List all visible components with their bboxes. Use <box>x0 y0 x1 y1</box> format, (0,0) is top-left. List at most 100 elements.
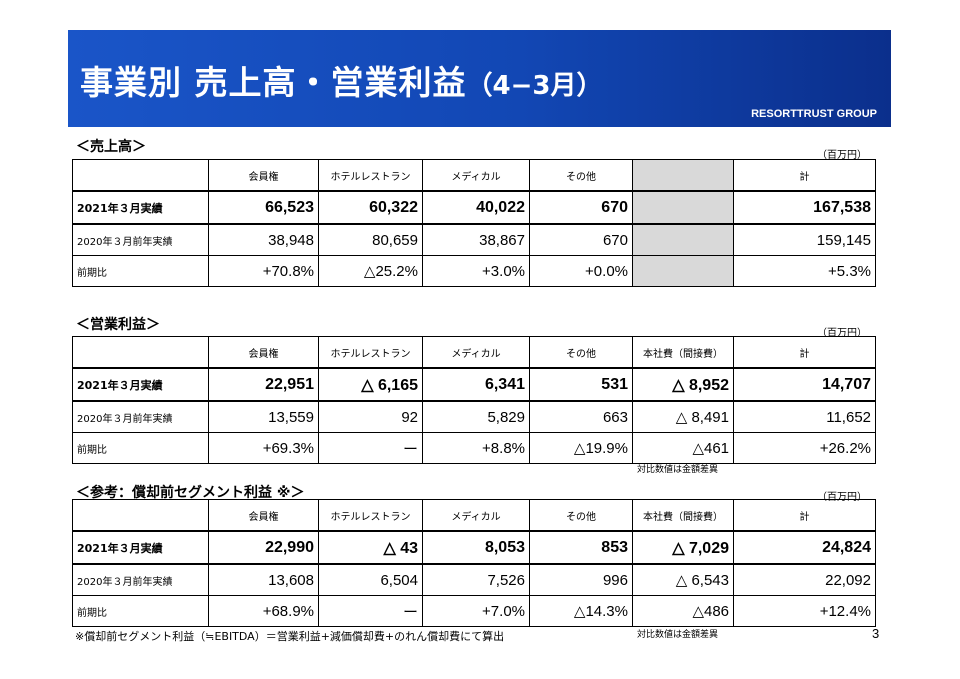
value-cell: +26.2% <box>733 432 876 464</box>
table-header-row: 会員権 ホテルレストラン メディカル その他 本社費（間接費） 計 <box>72 336 876 369</box>
table-row: 2020年３月前年実績 38,948 80,659 38,867 670 159… <box>72 223 876 256</box>
page-number: 3 <box>872 626 880 641</box>
table-header-row: 会員権 ホテルレストラン メディカル その他 本社費（間接費） 計 <box>72 499 876 532</box>
header-cell: その他 <box>529 499 633 532</box>
value-cell: 159,145 <box>733 223 876 256</box>
table-row: 前期比 +68.9% ー +7.0% △14.3% △486 +12.4% <box>72 595 876 627</box>
value-cell: 6,341 <box>422 367 530 402</box>
value-cell-blank <box>632 223 734 256</box>
value-cell: △19.9% <box>529 432 633 464</box>
row-label: 2021年３月実績 <box>72 530 209 565</box>
value-cell: 167,538 <box>733 190 876 225</box>
value-cell: 38,948 <box>208 223 319 256</box>
value-cell: 80,659 <box>318 223 423 256</box>
value-cell: +3.0% <box>422 255 530 287</box>
header-cell: 本社費（間接費） <box>632 499 734 532</box>
header-cell: メディカル <box>422 159 530 192</box>
unit-label-sales: （百万円） <box>817 150 867 161</box>
header-cell: 計 <box>733 499 876 532</box>
value-cell: 13,559 <box>208 400 319 433</box>
ebitda-table: 会員権 ホテルレストラン メディカル その他 本社費（間接費） 計 2021年３… <box>72 499 876 627</box>
value-cell: ー <box>318 595 423 627</box>
value-cell: 996 <box>529 563 633 596</box>
header-cell: 会員権 <box>208 499 319 532</box>
value-cell: +7.0% <box>422 595 530 627</box>
header-cell: その他 <box>529 159 633 192</box>
row-label: 2020年３月前年実績 <box>72 400 209 433</box>
header-cell: 計 <box>733 159 876 192</box>
header-cell <box>72 499 209 532</box>
page-title-period: （4−3月） <box>466 71 603 101</box>
page-title: 事業別 売上高・営業利益（4−3月） <box>80 56 602 104</box>
header-cell <box>72 336 209 369</box>
value-cell: 663 <box>529 400 633 433</box>
value-cell: 22,092 <box>733 563 876 596</box>
value-cell: △461 <box>632 432 734 464</box>
value-cell: 6,504 <box>318 563 423 596</box>
value-cell-blank <box>632 190 734 225</box>
value-cell: 11,652 <box>733 400 876 433</box>
value-cell: 8,053 <box>422 530 530 565</box>
header-cell: その他 <box>529 336 633 369</box>
value-cell: 38,867 <box>422 223 530 256</box>
header-cell: メディカル <box>422 336 530 369</box>
table-row: 2021年３月実績 22,990 △ 43 8,053 853 △ 7,029 … <box>72 530 876 565</box>
value-cell: △25.2% <box>318 255 423 287</box>
value-cell: 66,523 <box>208 190 319 225</box>
value-cell: +70.8% <box>208 255 319 287</box>
table-row: 2021年３月実績 66,523 60,322 40,022 670 167,5… <box>72 190 876 225</box>
operating-income-table: 会員権 ホテルレストラン メディカル その他 本社費（間接費） 計 2021年３… <box>72 336 876 464</box>
value-cell: 22,951 <box>208 367 319 402</box>
value-cell: 14,707 <box>733 367 876 402</box>
table-row: 2020年３月前年実績 13,608 6,504 7,526 996 △ 6,5… <box>72 563 876 596</box>
value-cell: +0.0% <box>529 255 633 287</box>
value-cell: 853 <box>529 530 633 565</box>
value-cell: 60,322 <box>318 190 423 225</box>
value-cell: 40,022 <box>422 190 530 225</box>
value-cell: ー <box>318 432 423 464</box>
header-cell: ホテルレストラン <box>318 499 423 532</box>
unit-label-operating-income: （百万円） <box>817 328 867 339</box>
value-cell: +12.4% <box>733 595 876 627</box>
sales-table: 会員権 ホテルレストラン メディカル その他 計 2021年３月実績 66,52… <box>72 159 876 287</box>
value-cell: 7,526 <box>422 563 530 596</box>
value-cell: +69.3% <box>208 432 319 464</box>
header-cell <box>72 159 209 192</box>
row-label: 2020年３月前年実績 <box>72 223 209 256</box>
row-label: 前期比 <box>72 595 209 627</box>
table-row: 2020年３月前年実績 13,559 92 5,829 663 △ 8,491 … <box>72 400 876 433</box>
value-cell: 22,990 <box>208 530 319 565</box>
table-header-row: 会員権 ホテルレストラン メディカル その他 計 <box>72 159 876 192</box>
difference-note: 対比数値は金額差異 <box>637 630 719 640</box>
value-cell: △ 8,491 <box>632 400 734 433</box>
header-cell: 会員権 <box>208 159 319 192</box>
header-cell: メディカル <box>422 499 530 532</box>
section-title-operating-income: ＜営業利益＞ <box>76 317 160 333</box>
value-cell-blank <box>632 255 734 287</box>
value-cell: 670 <box>529 223 633 256</box>
header-cell: 本社費（間接費） <box>632 336 734 369</box>
table-row: 2021年３月実績 22,951 △ 6,165 6,341 531 △ 8,9… <box>72 367 876 402</box>
section-title-ebitda: ＜参考：償却前セグメント利益 ※＞ <box>76 485 305 501</box>
value-cell: 24,824 <box>733 530 876 565</box>
page-title-main: 事業別 売上高・営業利益 <box>80 63 467 102</box>
value-cell: △486 <box>632 595 734 627</box>
value-cell: +5.3% <box>733 255 876 287</box>
value-cell: 670 <box>529 190 633 225</box>
footnote: ※償却前セグメント利益（≒EBITDA）＝営業利益+減価償却費+のれん償却費にて… <box>75 630 505 643</box>
value-cell: △ 7,029 <box>632 530 734 565</box>
section-title-sales: ＜売上高＞ <box>76 139 146 155</box>
value-cell: +68.9% <box>208 595 319 627</box>
value-cell: +8.8% <box>422 432 530 464</box>
row-label: 2021年３月実績 <box>72 190 209 225</box>
row-label: 2020年３月前年実績 <box>72 563 209 596</box>
value-cell: △ 6,165 <box>318 367 423 402</box>
value-cell: △14.3% <box>529 595 633 627</box>
company-name: RESORTTRUST GROUP <box>751 108 877 120</box>
value-cell: 531 <box>529 367 633 402</box>
header-cell: ホテルレストラン <box>318 159 423 192</box>
row-label: 前期比 <box>72 255 209 287</box>
row-label: 前期比 <box>72 432 209 464</box>
value-cell: △ 6,543 <box>632 563 734 596</box>
unit-label-ebitda: （百万円） <box>817 492 867 503</box>
